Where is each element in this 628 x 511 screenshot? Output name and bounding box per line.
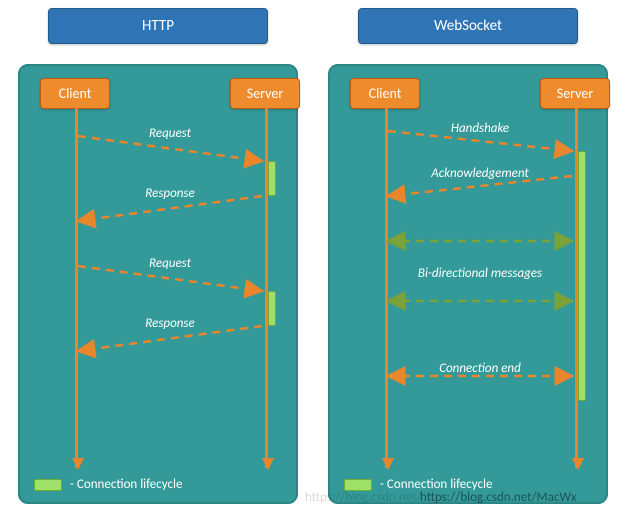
lifecycle-bar bbox=[578, 151, 586, 401]
watermark-faint: https://blog.csdn.net/ bbox=[305, 490, 422, 505]
message-label: Response bbox=[80, 316, 260, 331]
lifecycle-bar bbox=[268, 161, 276, 196]
legend-text: - Connection lifecycle bbox=[70, 477, 182, 492]
message-label: Request bbox=[80, 126, 260, 141]
watermark: https://blog.csdn.net/MacWx bbox=[420, 490, 577, 505]
message-label: Request bbox=[80, 256, 260, 271]
websocket-panel: Client Server HandshakeAcknowledgementBi… bbox=[328, 64, 608, 504]
diagram-wrap: HTTP Client Server RequestResponseReques… bbox=[0, 0, 628, 504]
message-label: Handshake bbox=[390, 121, 570, 136]
websocket-header: WebSocket bbox=[358, 8, 578, 44]
legend-swatch bbox=[344, 479, 372, 491]
http-column: HTTP Client Server RequestResponseReques… bbox=[18, 8, 298, 504]
message-label: Bi-directional messages bbox=[390, 266, 570, 281]
http-header: HTTP bbox=[48, 8, 268, 44]
message-label: Connection end bbox=[390, 361, 570, 376]
http-panel: Client Server RequestResponseRequestResp… bbox=[18, 64, 298, 504]
message-label: Response bbox=[80, 186, 260, 201]
websocket-column: WebSocket Client Server HandshakeAcknowl… bbox=[328, 8, 608, 504]
legend: - Connection lifecycle bbox=[34, 477, 182, 492]
lifecycle-bar bbox=[268, 291, 276, 326]
message-label: Acknowledgement bbox=[390, 166, 570, 181]
legend-swatch bbox=[34, 479, 62, 491]
